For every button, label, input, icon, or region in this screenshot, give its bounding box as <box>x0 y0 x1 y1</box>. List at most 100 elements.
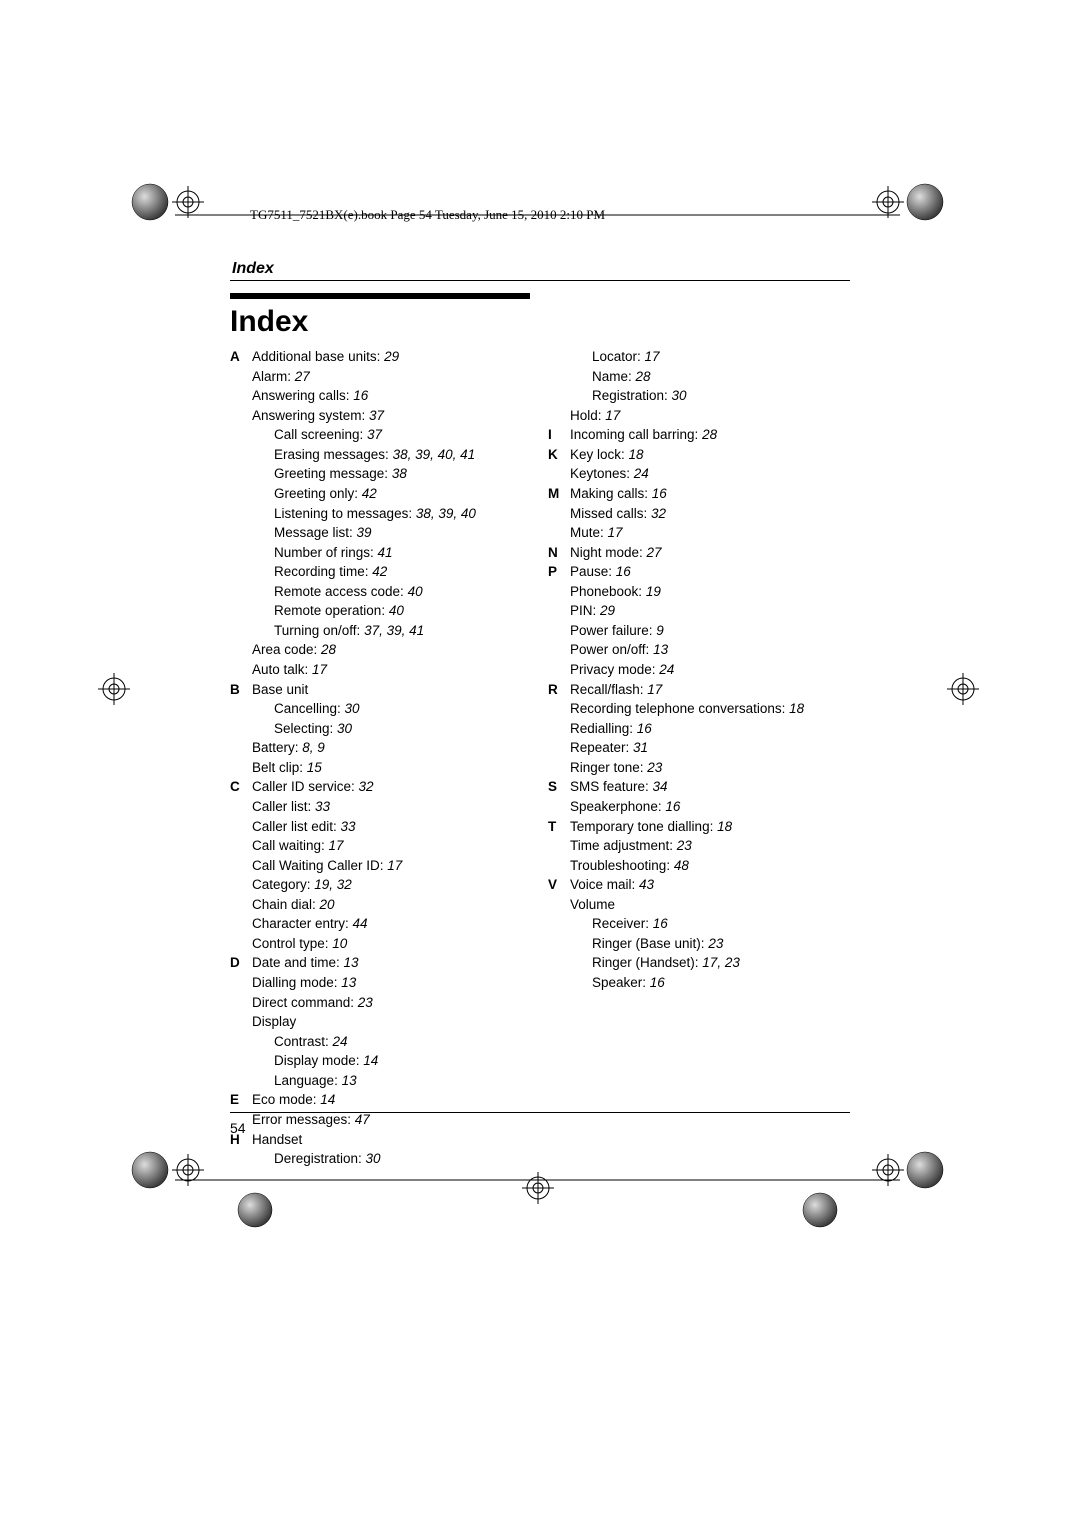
index-entry: Speaker: 16 <box>570 973 848 993</box>
entry-term: Troubleshooting: <box>570 858 674 873</box>
index-entry: Missed calls: 32 <box>570 504 848 524</box>
book-header: TG7511_7521BX(e).book Page 54 Tuesday, J… <box>250 207 605 223</box>
entry-term: Making calls: <box>570 486 652 501</box>
index-entry: Area code: 28 <box>252 640 530 660</box>
entry-pages: 30 <box>366 1151 381 1166</box>
entry-pages: 16 <box>652 486 667 501</box>
entry-term: Dialling mode: <box>252 975 341 990</box>
index-entry: Key lock: 18 <box>570 445 848 465</box>
index-entry: Ringer (Handset): 17, 23 <box>570 953 848 973</box>
entry-term: Handset <box>252 1132 302 1147</box>
index-entry: SMS feature: 34 <box>570 777 848 797</box>
entry-pages: 24 <box>659 662 674 677</box>
index-entry: Display <box>252 1012 530 1032</box>
entry-term: Error messages: <box>252 1112 355 1127</box>
index-entry: Remote operation: 40 <box>252 601 530 621</box>
index-entry: Additional base units: 29 <box>252 347 530 367</box>
entry-pages: 23 <box>358 995 373 1010</box>
index-entry: Belt clip: 15 <box>252 758 530 778</box>
entry-term: Direct command: <box>252 995 358 1010</box>
entry-pages: 31 <box>633 740 648 755</box>
entry-term: Recording time: <box>274 564 372 579</box>
entry-pages: 14 <box>320 1092 335 1107</box>
entry-pages: 44 <box>353 916 368 931</box>
index-entry: Display mode: 14 <box>252 1051 530 1071</box>
entry-pages: 28 <box>321 642 336 657</box>
index-entries: Base unitCancelling: 30Selecting: 30Batt… <box>252 680 530 778</box>
entry-pages: 40 <box>389 603 404 618</box>
index-letter: N <box>548 543 570 563</box>
entry-term: Eco mode: <box>252 1092 320 1107</box>
entry-pages: 39 <box>357 525 372 540</box>
index-entry: Dialling mode: 13 <box>252 973 530 993</box>
entry-term: Locator: <box>592 349 645 364</box>
index-entry: Redialling: 16 <box>570 719 848 739</box>
index-entry: Contrast: 24 <box>252 1032 530 1052</box>
entry-pages: 13 <box>342 1073 357 1088</box>
entry-term: Incoming call barring: <box>570 427 702 442</box>
entry-term: Keytones: <box>570 466 634 481</box>
entry-pages: 16 <box>650 975 665 990</box>
entry-pages: 24 <box>333 1034 348 1049</box>
index-entry: Hold: 17 <box>570 406 848 426</box>
entry-pages: 40 <box>408 584 423 599</box>
index-entry: Answering system: 37 <box>252 406 530 426</box>
entry-term: Character entry: <box>252 916 353 931</box>
index-columns: AAdditional base units: 29Alarm: 27Answe… <box>230 347 850 1169</box>
index-entry: Temporary tone dialling: 18 <box>570 817 848 837</box>
entry-pages: 42 <box>362 486 377 501</box>
index-entries: Voice mail: 43VolumeReceiver: 16Ringer (… <box>570 875 848 992</box>
index-entry: Ringer tone: 23 <box>570 758 848 778</box>
entry-pages: 30 <box>337 721 352 736</box>
entry-term: Chain dial: <box>252 897 320 912</box>
index-entry: Erasing messages: 38, 39, 40, 41 <box>252 445 530 465</box>
entry-term: Category: <box>252 877 314 892</box>
index-group: BBase unitCancelling: 30Selecting: 30Bat… <box>230 680 530 778</box>
index-group: HHandsetDeregistration: 30 <box>230 1130 530 1169</box>
index-entry: Control type: 10 <box>252 934 530 954</box>
index-entry: Selecting: 30 <box>252 719 530 739</box>
index-group: Locator: 17Name: 28Registration: 30Hold:… <box>548 347 848 425</box>
entry-term: Call waiting: <box>252 838 329 853</box>
entry-pages: 8, 9 <box>302 740 325 755</box>
index-entry: Deregistration: 30 <box>252 1149 530 1169</box>
index-entry: Time adjustment: 23 <box>570 836 848 856</box>
entry-term: Cancelling: <box>274 701 345 716</box>
index-letter: S <box>548 777 570 797</box>
index-entry: Character entry: 44 <box>252 914 530 934</box>
entry-term: Caller list: <box>252 799 315 814</box>
index-entry: Speakerphone: 16 <box>570 797 848 817</box>
entry-pages: 28 <box>702 427 717 442</box>
entry-term: Caller list edit: <box>252 819 341 834</box>
index-entry: Remote access code: 40 <box>252 582 530 602</box>
running-head: Index <box>230 260 850 278</box>
index-entry: Chain dial: 20 <box>252 895 530 915</box>
entry-pages: 30 <box>345 701 360 716</box>
entry-term: Ringer (Handset): <box>592 955 702 970</box>
index-entries: SMS feature: 34Speakerphone: 16 <box>570 777 848 816</box>
index-group: DDate and time: 13Dialling mode: 13Direc… <box>230 953 530 1090</box>
index-entry: Name: 28 <box>570 367 848 387</box>
index-entry: Caller ID service: 32 <box>252 777 530 797</box>
entry-pages: 9 <box>656 623 664 638</box>
index-entry: Receiver: 16 <box>570 914 848 934</box>
index-entries: Date and time: 13Dialling mode: 13Direct… <box>252 953 530 1090</box>
entry-term: PIN: <box>570 603 600 618</box>
entry-term: Alarm: <box>252 369 295 384</box>
entry-term: Speakerphone: <box>570 799 665 814</box>
index-group: CCaller ID service: 32Caller list: 33Cal… <box>230 777 530 953</box>
index-entry: Recording telephone conversations: 18 <box>570 699 848 719</box>
index-entry: Call screening: 37 <box>252 425 530 445</box>
entry-pages: 18 <box>717 819 732 834</box>
entry-pages: 16 <box>665 799 680 814</box>
index-entry: Handset <box>252 1130 530 1150</box>
entry-pages: 23 <box>708 936 723 951</box>
index-entry: Phonebook: 19 <box>570 582 848 602</box>
entry-pages: 20 <box>320 897 335 912</box>
entry-pages: 37 <box>369 408 384 423</box>
index-entry: Caller list edit: 33 <box>252 817 530 837</box>
index-group: VVoice mail: 43VolumeReceiver: 16Ringer … <box>548 875 848 992</box>
entry-term: Auto talk: <box>252 662 312 677</box>
entry-pages: 41 <box>378 545 393 560</box>
entry-pages: 38, 39, 40 <box>416 506 476 521</box>
